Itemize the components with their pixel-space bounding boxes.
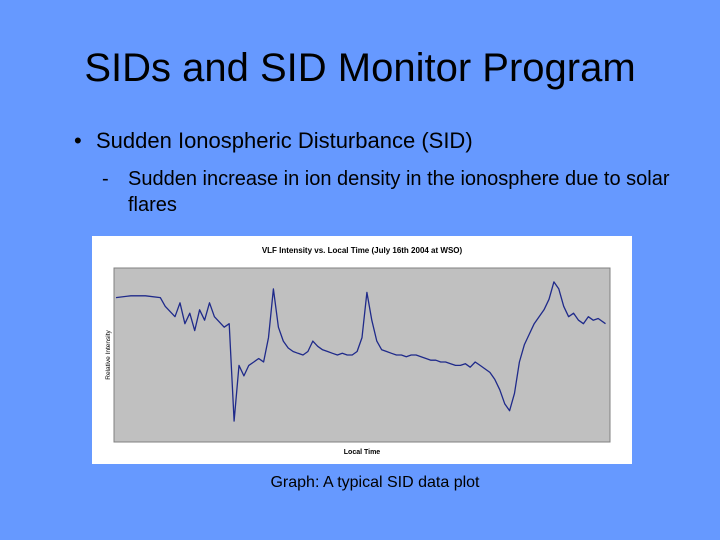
bullet-dot-icon: • — [74, 128, 82, 153]
dash-icon: - — [102, 168, 109, 190]
y-axis-label: Relative Intensity — [105, 330, 112, 380]
sub-bullet: - Sudden increase in ion density in the … — [102, 166, 682, 218]
x-axis-label: Local Time — [344, 449, 381, 456]
plot-area — [113, 267, 611, 443]
sub-bullet-text: Sudden increase in ion density in the io… — [128, 168, 670, 216]
series-layer — [115, 281, 606, 422]
chart-svg: VLF Intensity vs. Local Time (July 16th … — [105, 246, 611, 456]
slide-title: SIDs and SID Monitor Program — [84, 46, 636, 90]
chart-title: VLF Intensity vs. Local Time (July 16th … — [262, 246, 463, 255]
main-bullet-text: Sudden Ionospheric Disturbance (SID) — [96, 128, 473, 153]
chart-caption: Graph: A typical SID data plot — [270, 474, 480, 491]
series-line-0 — [115, 281, 606, 422]
main-bullet: • Sudden Ionospheric Disturbance (SID) — [74, 126, 473, 156]
sid-chart: VLF Intensity vs. Local Time (July 16th … — [92, 236, 632, 464]
